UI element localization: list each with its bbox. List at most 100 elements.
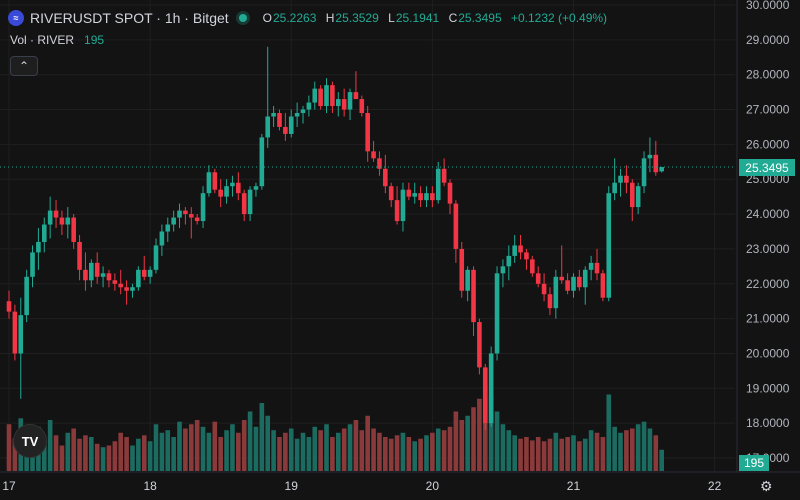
- volume-bar: [271, 430, 276, 471]
- volume-bar: [59, 445, 65, 471]
- chevron-up-icon: ⌃: [18, 59, 30, 73]
- volume-bar: [406, 437, 412, 471]
- candle: [318, 85, 323, 110]
- volume-bar: [659, 449, 664, 471]
- candle: [547, 287, 553, 316]
- volume-bar: [383, 437, 388, 471]
- time-tick-label: 18: [143, 479, 157, 493]
- price-tick-label: 22.0000: [746, 277, 790, 291]
- candle: [77, 234, 82, 281]
- time-tick-label: 20: [426, 479, 440, 493]
- candle: [565, 273, 570, 295]
- volume-bar: [535, 437, 541, 471]
- candle: [588, 255, 594, 281]
- time-axis[interactable]: 17 18 19 20 21 22: [2, 479, 721, 493]
- volume-bar: [600, 437, 606, 471]
- candle: [236, 172, 241, 201]
- candle: [89, 259, 94, 288]
- volume-label: Vol · RIVER: [10, 33, 75, 47]
- candle: [177, 203, 182, 229]
- volume-bar: [41, 441, 47, 471]
- volume-bar: [577, 441, 582, 471]
- volume-bar: [218, 437, 223, 471]
- volume-bar: [277, 437, 282, 471]
- time-tick-label: 17: [2, 479, 16, 493]
- volume-bar: [194, 420, 200, 471]
- candle: [130, 283, 135, 298]
- volume-bar: [412, 441, 418, 471]
- volume-value: 195: [84, 33, 105, 47]
- volume-bar: [124, 437, 129, 471]
- volume-bar: [553, 432, 559, 471]
- volume-bar: [230, 424, 235, 471]
- candle: [12, 304, 18, 361]
- candle: [124, 280, 129, 305]
- candle: [41, 217, 47, 253]
- price-tick-label: 21.0000: [746, 312, 790, 326]
- market-status-icon: [238, 14, 247, 22]
- candle: [312, 81, 318, 110]
- candle: [183, 207, 188, 225]
- candle: [629, 179, 635, 222]
- price-tick-label: 29.0000: [746, 33, 790, 47]
- volume-legend: Vol · RIVER 195: [10, 33, 104, 47]
- candle: [500, 259, 506, 288]
- price-axis[interactable]: 30.000029.000028.000027.000026.000025.00…: [746, 0, 790, 465]
- low-label: L: [388, 11, 395, 25]
- candle: [465, 266, 470, 302]
- volume-bar: [494, 411, 500, 471]
- volume-bar: [653, 435, 659, 471]
- candle: [535, 266, 541, 288]
- volume-bar: [477, 398, 482, 471]
- candle: [453, 200, 459, 263]
- volume-bar: [424, 435, 429, 471]
- volume-bar: [100, 447, 106, 471]
- candle: [224, 179, 229, 204]
- volume-bar: [89, 437, 94, 471]
- candle: [518, 234, 523, 260]
- change-value: +0.1232 (+0.49%): [510, 11, 608, 25]
- candle: [141, 255, 147, 281]
- symbol-title[interactable]: RIVERUSDT SPOT · 1h · Bitget: [30, 10, 229, 26]
- volume-bar: [500, 424, 506, 471]
- candle: [106, 269, 112, 288]
- price-tick-label: 28.0000: [746, 68, 790, 82]
- volume-bar: [430, 432, 435, 471]
- volume-bar: [136, 438, 141, 471]
- candle: [553, 269, 559, 319]
- volume-bar: [94, 443, 100, 471]
- volume-bar: [547, 438, 553, 471]
- candle: [594, 248, 600, 281]
- candle: [624, 165, 629, 194]
- volume-bar: [359, 430, 365, 471]
- candle: [118, 269, 124, 295]
- candle: [647, 137, 653, 173]
- volume-bar: [335, 432, 341, 471]
- volume-bar: [377, 432, 382, 471]
- candle: [265, 46, 271, 148]
- candle: [59, 210, 65, 235]
- candle: [559, 245, 565, 284]
- candle: [365, 106, 370, 162]
- volume-bar: [312, 426, 318, 471]
- gear-icon[interactable]: ⚙: [760, 478, 773, 494]
- volume-bar: [488, 394, 494, 471]
- high-value: 25.3529: [335, 11, 379, 25]
- candle: [459, 241, 465, 298]
- volume-bar: [524, 437, 529, 471]
- candle: [582, 266, 588, 305]
- candle: [65, 207, 71, 239]
- volume-bar: [512, 435, 517, 471]
- volume-bar: [118, 432, 124, 471]
- volume-bar: [518, 438, 523, 471]
- candle: [288, 109, 294, 138]
- tradingview-logo-icon[interactable]: TV: [13, 424, 47, 458]
- collapse-legend-button[interactable]: ⌃: [10, 56, 38, 76]
- candle: [218, 179, 223, 208]
- chart-header: ≈ RIVERUSDT SPOT · 1h · Bitget O25.2263 …: [8, 8, 607, 28]
- volume-bar: [283, 432, 288, 471]
- candle: [400, 182, 406, 232]
- volume-bar: [253, 426, 259, 471]
- volume-bar: [130, 445, 135, 471]
